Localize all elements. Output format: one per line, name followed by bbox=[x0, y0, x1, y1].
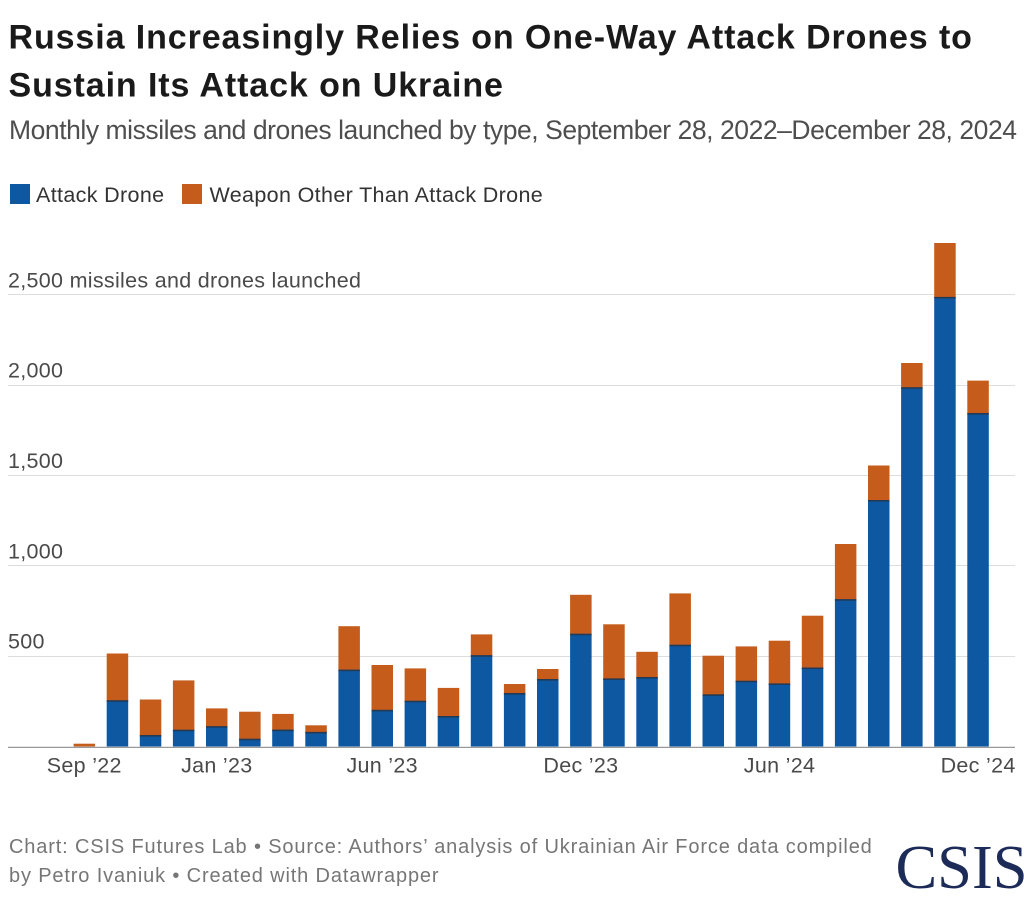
svg-text:Weapon Other Than Attack Drone: Weapon Other Than Attack Drone bbox=[210, 183, 544, 207]
svg-text:1,000: 1,000 bbox=[8, 539, 63, 563]
svg-text:by Petro Ivaniuk • Created wit: by Petro Ivaniuk • Created with Datawrap… bbox=[9, 865, 439, 887]
svg-text:2,000: 2,000 bbox=[8, 359, 63, 383]
svg-text:Jan ’23: Jan ’23 bbox=[181, 754, 252, 778]
svg-text:2,500 missiles and drones laun: 2,500 missiles and drones launched bbox=[8, 268, 361, 292]
svg-text:Monthly missiles and drones la: Monthly missiles and drones launched by … bbox=[9, 115, 1017, 145]
svg-text:Jun ’24: Jun ’24 bbox=[744, 754, 815, 778]
svg-text:Attack Drone: Attack Drone bbox=[36, 183, 164, 207]
svg-text:Sep ’22: Sep ’22 bbox=[47, 754, 122, 778]
svg-text:Chart: CSIS Futures Lab • Sour: Chart: CSIS Futures Lab • Source: Author… bbox=[9, 836, 873, 858]
svg-text:500: 500 bbox=[8, 630, 45, 654]
svg-text:Jun ’23: Jun ’23 bbox=[346, 754, 417, 778]
svg-text:Russia Increasingly Relies on: Russia Increasingly Relies on One-Way At… bbox=[9, 19, 973, 57]
svg-text:1,500: 1,500 bbox=[8, 449, 63, 473]
svg-text:Dec ’23: Dec ’23 bbox=[543, 754, 618, 778]
svg-text:Dec ’24: Dec ’24 bbox=[941, 754, 1016, 778]
svg-text:Sustain Its Attack on Ukraine: Sustain Its Attack on Ukraine bbox=[9, 67, 504, 105]
svg-text:CSIS: CSIS bbox=[896, 832, 1024, 895]
